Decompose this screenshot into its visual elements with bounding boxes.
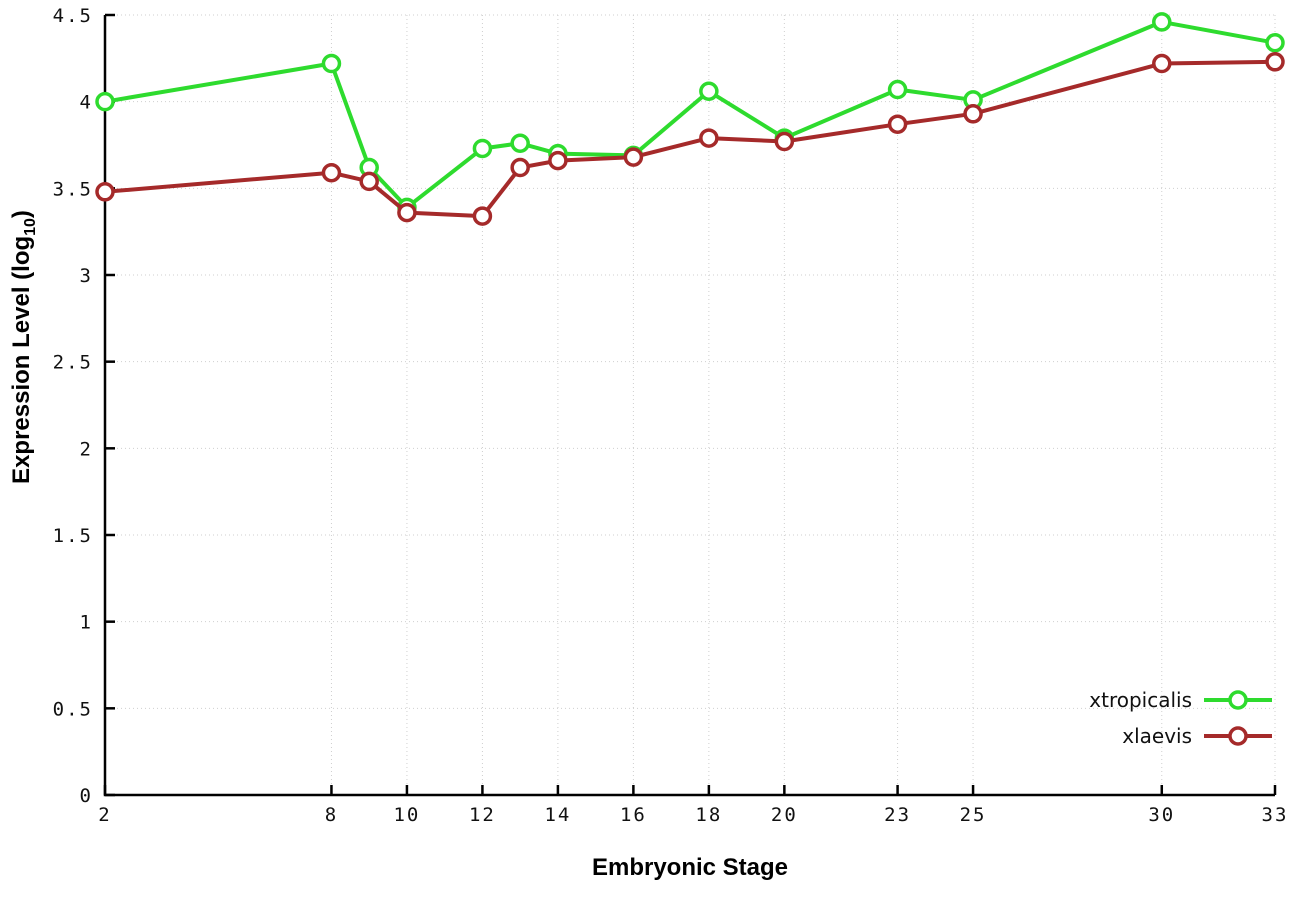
data-point-marker (548, 150, 568, 171)
data-point-marker (699, 81, 719, 102)
data-point-marker (321, 162, 342, 183)
data-point-marker (95, 91, 115, 112)
y-tick-label: 0 (80, 785, 93, 807)
data-point-marker (1265, 32, 1285, 53)
x-tick-label: 23 (884, 804, 911, 826)
data-point-marker (1152, 53, 1172, 74)
legend-label-xtropicalis: xtropicalis (1089, 688, 1192, 712)
data-point-marker (623, 147, 644, 167)
legend-label-xlaevis: xlaevis (1122, 724, 1192, 748)
y-tick-label: 2.5 (53, 352, 93, 374)
y-axis-title-close: ) (8, 210, 36, 219)
x-tick-label: 2 (98, 804, 111, 826)
y-tick-label: 0.5 (53, 698, 93, 720)
data-point-marker (1152, 12, 1172, 32)
y-tick-label: 1 (80, 612, 93, 634)
data-point-marker (1265, 52, 1285, 72)
data-point-marker (359, 171, 379, 192)
data-point-marker (887, 114, 908, 134)
axes: 2 8 10 12 14 16 18 20 23 25 30 33 0 0.5 1 1.5 2 2.5 3 3.5 4 4… (53, 5, 1289, 826)
data-point-marker (397, 202, 417, 223)
y-tick-label: 4.5 (53, 5, 93, 27)
data-point-marker (95, 182, 115, 202)
data-point-marker (321, 53, 342, 74)
x-tick-label: 16 (620, 804, 647, 826)
data-point-marker (774, 131, 795, 152)
series-line-xtropicalis (103, 19, 1277, 210)
y-tick-label: 3 (80, 265, 93, 287)
data-point-marker (510, 157, 530, 178)
data-point-marker (472, 138, 493, 159)
x-tick-label: 20 (771, 804, 798, 826)
y-tick-label: 1.5 (53, 525, 93, 547)
legend-marker-sample (1228, 690, 1248, 710)
y-tick-label: 3.5 (53, 178, 93, 200)
data-point-marker (963, 104, 983, 124)
series-xlaevis (95, 52, 1285, 226)
y-tick-label: 4 (80, 92, 93, 114)
data-point-marker (887, 79, 908, 100)
x-tick-label: 10 (393, 804, 420, 826)
legend: xtropicalis xlaevis (1089, 688, 1272, 748)
x-tick-label: 25 (960, 804, 987, 826)
y-axis-title-subscript: 10 (21, 218, 39, 236)
y-axis-title-text: Expression Level (log (8, 235, 36, 484)
series-line-xlaevis (103, 59, 1277, 219)
data-point-marker (472, 206, 493, 226)
x-axis-title: Embryonic Stage (591, 854, 789, 881)
y-tick-label: 2 (80, 438, 93, 460)
x-tick-label: 33 (1262, 804, 1289, 826)
gridlines (104, 14, 1276, 796)
data-point-marker (699, 128, 719, 148)
x-tick-label: 14 (544, 804, 571, 826)
legend-marker-sample (1228, 726, 1248, 746)
series-xtropicalis (95, 12, 1285, 218)
x-tick-label: 8 (325, 804, 338, 826)
data-point-marker (510, 133, 530, 154)
x-tick-label: 18 (695, 804, 722, 826)
x-tick-label: 30 (1148, 804, 1175, 826)
y-axis-title: Expression Level (log10) (8, 210, 40, 484)
x-tick-label: 12 (469, 804, 496, 826)
